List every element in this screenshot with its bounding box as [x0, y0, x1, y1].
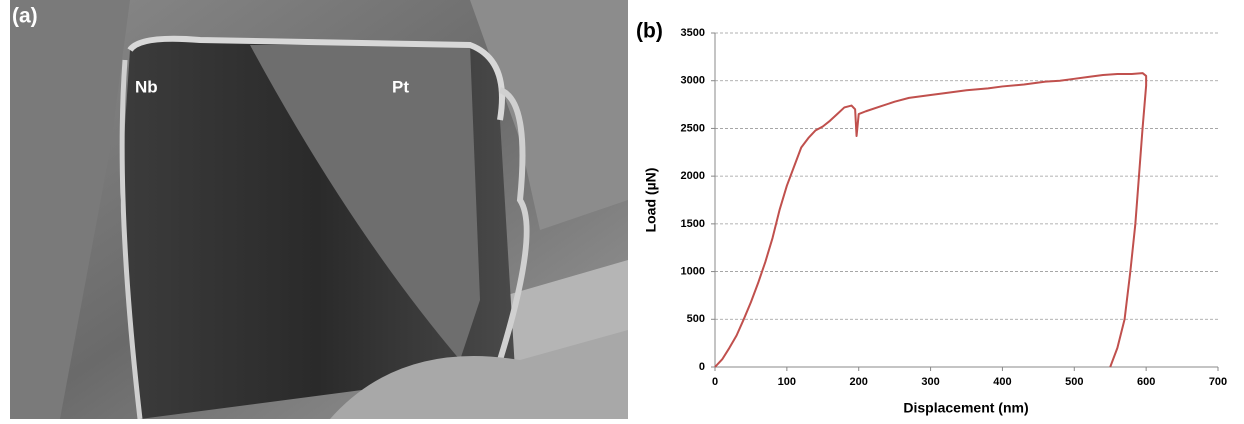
x-tick-label: 100: [778, 376, 796, 388]
y-tick-label: 3500: [681, 27, 705, 39]
y-tick-label: 0: [699, 361, 705, 373]
y-tick-label: 2500: [681, 122, 705, 134]
x-tick-label: 200: [850, 376, 868, 388]
x-tick-label: 600: [1137, 376, 1155, 388]
y-axis-label: Load (µN): [643, 168, 659, 233]
y-tick-label: 1000: [681, 265, 705, 277]
y-tick-label: 1500: [681, 218, 705, 230]
x-tick-label: 500: [1065, 376, 1083, 388]
annotation: Pt: [392, 77, 409, 96]
y-tick-label: 3000: [681, 75, 705, 87]
y-tick-label: 2000: [681, 170, 705, 182]
panel-label: (a): [12, 5, 38, 28]
x-tick-label: 300: [921, 376, 939, 388]
x-tick-label: 0: [712, 376, 718, 388]
panel-label: (b): [636, 20, 663, 43]
y-tick-label: 500: [687, 313, 705, 325]
x-tick-label: 400: [993, 376, 1011, 388]
annotation: Nb: [135, 77, 158, 96]
x-axis-label: Displacement (nm): [903, 400, 1028, 416]
data-line: [714, 72, 1148, 368]
sem-image: (a) Nb Pt: [10, 0, 628, 420]
x-tick-label: 700: [1209, 376, 1227, 388]
chart: (b) Load (µN) Displacement (nm) 05001000…: [636, 20, 1227, 416]
